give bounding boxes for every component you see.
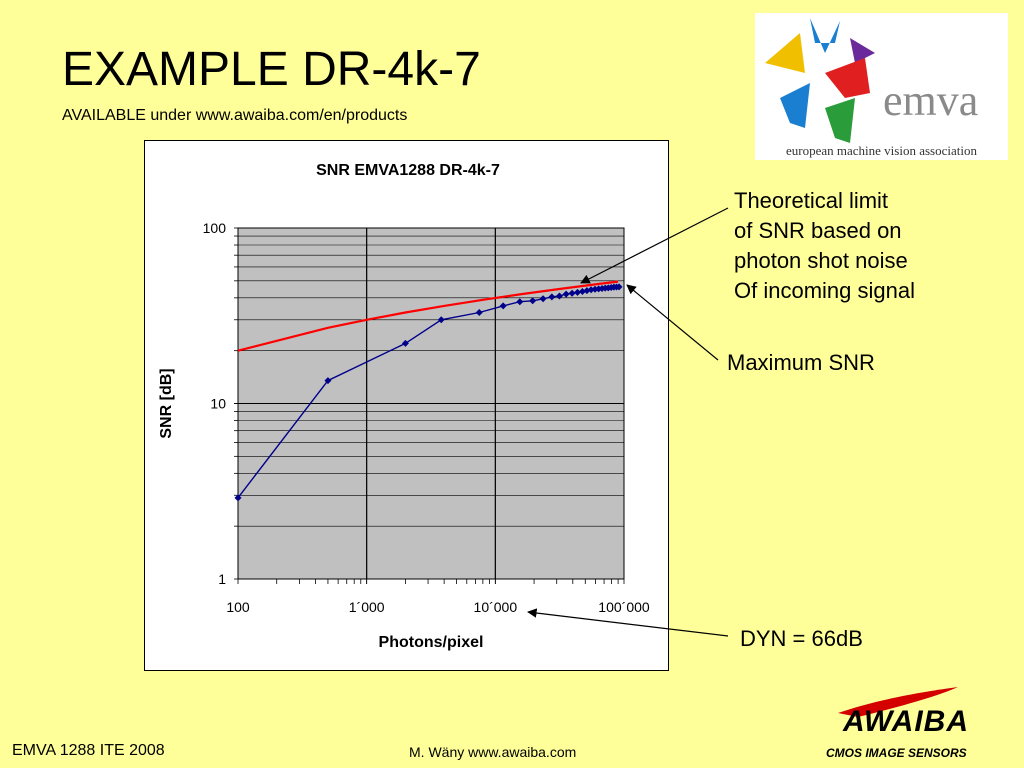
- emva-logo-mark: [765, 33, 805, 73]
- y-tick-label: 10: [210, 396, 226, 412]
- data-point: [539, 295, 547, 303]
- x-tick-label: 100´000: [598, 599, 650, 615]
- chart-panel: SNR EMVA1288 DR-4k-7 1 10 100 100 1´000 10´000…: [144, 140, 669, 671]
- data-point: [573, 288, 581, 296]
- emva-logo-tagline: european machine vision association: [786, 143, 977, 158]
- data-point: [234, 494, 242, 502]
- x-axis-label: Photons/pixel: [379, 634, 484, 651]
- awaiba-logo: AWAIBA CMOS IMAGE SENSORS: [818, 685, 1018, 765]
- data-point: [562, 290, 570, 298]
- snr-chart: SNR EMVA1288 DR-4k-7 1 10 100 100 1´000 10´000…: [158, 162, 650, 651]
- slide-title: EXAMPLE DR-4k-7: [62, 43, 481, 96]
- x-tick-label: 1´000: [349, 599, 385, 615]
- slide-subtitle: AVAILABLE under www.awaiba.com/en/produc…: [62, 107, 408, 124]
- data-point: [568, 289, 576, 297]
- footer-center: M. Wäny www.awaiba.com: [409, 744, 577, 760]
- emva-logo-mark: [850, 38, 875, 63]
- annotation-maximum-snr: Maximum SNR: [727, 350, 875, 375]
- annotation-line: Theoretical limit: [734, 188, 889, 213]
- data-point: [516, 298, 524, 306]
- data-point: [578, 287, 586, 295]
- data-point: [548, 293, 556, 301]
- data-point: [401, 339, 409, 347]
- y-tick-label: 100: [203, 220, 227, 236]
- data-point: [583, 287, 591, 295]
- annotation-dynamic-range: DYN = 66dB: [740, 626, 863, 651]
- y-axis-label: SNR [dB]: [158, 368, 175, 438]
- series-line: [237, 280, 619, 352]
- awaiba-swoosh-icon: [838, 687, 958, 717]
- annotation-line: Of incoming signal: [734, 278, 915, 303]
- data-point: [615, 283, 623, 291]
- emva-logo-mark: [825, 98, 855, 143]
- emva-logo-word: emva: [883, 76, 979, 125]
- awaiba-logo-word: AWAIBA: [843, 705, 969, 738]
- footer-left: EMVA 1288 ITE 2008: [12, 742, 165, 759]
- emva-logo: emva european machine vision association: [755, 13, 1008, 160]
- emva-logo-mark: [825, 58, 870, 98]
- annotation-line: photon shot noise: [734, 248, 908, 273]
- data-point: [598, 285, 606, 293]
- y-tick-label: 1: [218, 571, 226, 587]
- annotation-theoretical-limit: Theoretical limit of SNR based on photon…: [734, 186, 915, 306]
- annotation-line: of SNR based on: [734, 218, 902, 243]
- chart-title: SNR EMVA1288 DR-4k-7: [316, 162, 500, 179]
- data-point: [324, 377, 332, 385]
- data-point: [499, 302, 507, 310]
- data-point: [529, 297, 537, 305]
- emva-logo-mark: [810, 18, 840, 53]
- emva-star-icon: [765, 18, 875, 143]
- x-tick-label: 10´000: [474, 599, 518, 615]
- data-point: [475, 309, 483, 317]
- data-point: [555, 292, 563, 300]
- emva-logo-mark: [780, 83, 810, 128]
- x-tick-label: 100: [226, 599, 250, 615]
- awaiba-logo-subtitle: CMOS IMAGE SENSORS: [826, 746, 967, 760]
- data-point: [437, 316, 445, 324]
